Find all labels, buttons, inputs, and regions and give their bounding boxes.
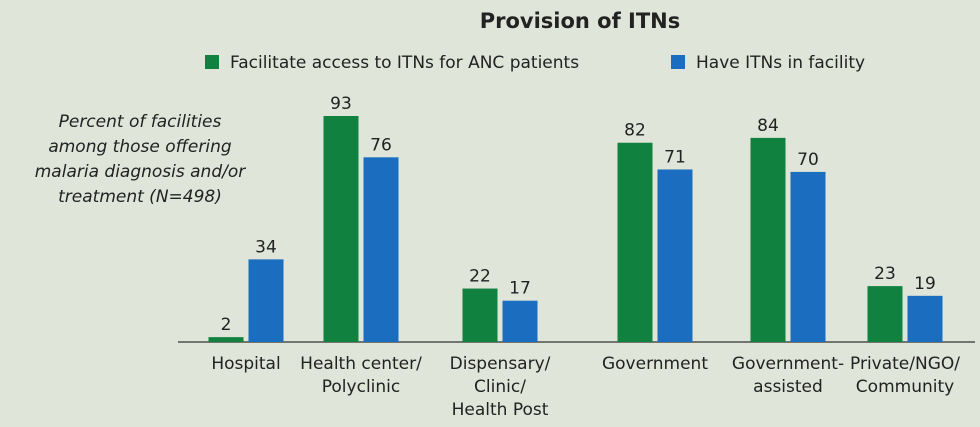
legend-swatch [205,55,219,69]
value-label: 34 [255,237,277,257]
y-axis-label: treatment (N=498) [58,187,222,207]
value-label: 22 [469,267,491,287]
y-axis-label: malaria diagnosis and/or [35,162,247,182]
legend-label: Facilitate access to ITNs for ANC patien… [230,53,579,73]
value-label: 17 [509,279,531,299]
x-tick-label: Government-assisted [732,354,844,397]
y-axis-label: among those offering [48,137,232,157]
bar [248,259,284,342]
bar [657,169,693,342]
bar [867,286,903,342]
value-label: 71 [664,147,686,167]
bar [750,137,786,342]
value-label: 82 [624,121,646,141]
bar [617,142,653,342]
x-tick-label: Private/NGO/Community [850,354,960,397]
x-tick-label-line: Polyclinic [322,377,400,397]
bar [208,337,244,342]
bar [363,157,399,342]
x-tick-label: Government [602,354,708,374]
value-label: 23 [874,264,896,284]
bar [502,300,538,342]
x-tick-label-line: Private/NGO/ [850,354,960,374]
value-label: 19 [914,274,936,294]
bar [323,116,359,342]
bar [462,288,498,342]
x-tick-label-line: Clinic/ [474,377,526,397]
value-label: 70 [797,150,819,170]
x-tick-label-line: Government- [732,354,844,374]
x-tick-label-line: assisted [753,377,823,397]
x-tick-label-line: Government [602,354,708,374]
x-tick-label: Hospital [211,354,280,374]
x-tick-label-line: Dispensary/ [450,354,551,374]
x-tick-label-line: Community [856,377,954,397]
value-label: 76 [370,135,392,155]
x-tick-label-line: Health center/ [300,354,422,374]
value-label: 93 [330,94,352,114]
x-tick-label-line: Hospital [211,354,280,374]
chart-title: Provision of ITNs [480,9,681,33]
value-label: 84 [757,116,779,136]
legend-label: Have ITNs in facility [696,53,865,73]
x-tick-label: Dispensary/Clinic/Health Post [450,354,551,420]
y-axis-label: Percent of facilities [59,112,222,132]
value-label: 2 [221,315,232,335]
x-tick-label-line: Health Post [452,400,549,420]
legend-swatch [671,55,685,69]
bar [907,295,943,342]
bar [790,171,826,342]
x-tick-label: Health center/Polyclinic [300,354,422,397]
